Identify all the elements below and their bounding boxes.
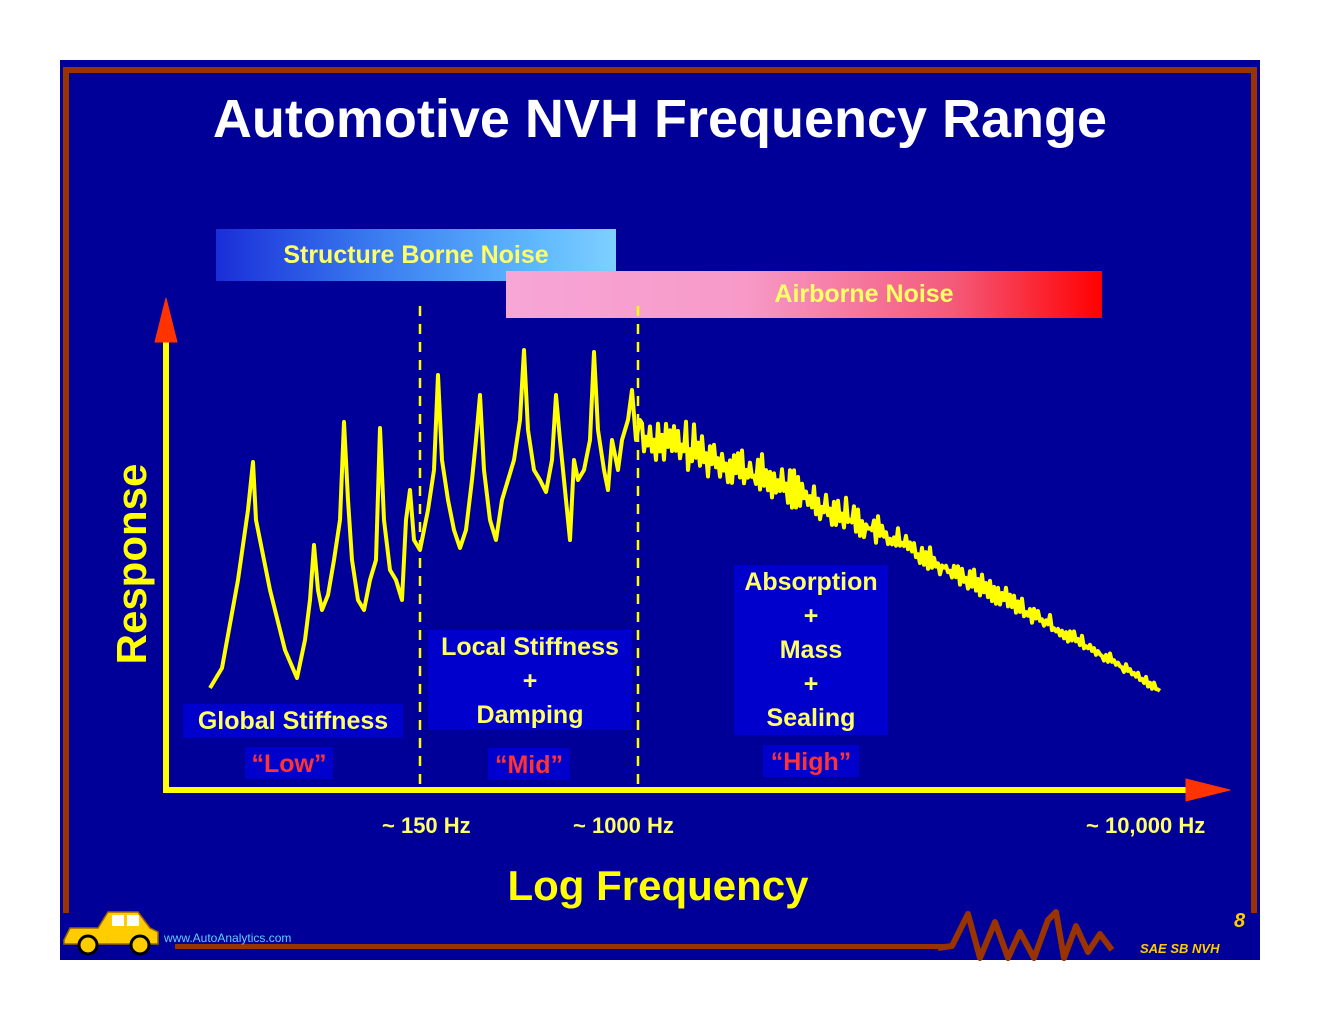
frame-bottom-border (175, 944, 945, 949)
tick-150hz: ~ 150 Hz (382, 813, 471, 838)
damping-label: Damping (476, 701, 584, 729)
low-tag-label: “Low” (251, 750, 327, 778)
slide-title: Automotive NVH Frequency Range (212, 89, 1108, 149)
y-axis-arrowhead (154, 297, 178, 343)
high-tag-label: “High” (770, 748, 852, 776)
mass-label: Mass (779, 636, 843, 664)
sealing-label: Sealing (766, 704, 856, 732)
absorption-label: Absorption (744, 568, 878, 596)
local-stiffness-label: Local Stiffness (441, 633, 619, 661)
airborne-band: Airborne Noise (506, 271, 1102, 318)
global-stiffness-label: Global Stiffness (197, 707, 389, 735)
low-tag: “Low” (245, 747, 333, 779)
x-axis-label: Log Frequency (507, 862, 809, 909)
footer-brand: SAE SB NVH (1140, 941, 1220, 956)
x-axis-arrowhead (1185, 778, 1231, 802)
response-curve (208, 348, 1162, 693)
high-tag: “High” (763, 745, 859, 777)
page-number: 8 (1234, 910, 1246, 932)
structure-borne-label: Structure Borne Noise (283, 241, 549, 269)
tick-1000hz: ~ 1000 Hz (573, 813, 674, 838)
zigzag-logo (937, 909, 1115, 961)
car-logo (63, 911, 159, 956)
mid-tag: “Mid” (488, 748, 570, 780)
website-link[interactable]: www.AutoAnalytics.com (164, 931, 292, 945)
high-freq-box: Absorption + Mass + Sealing (734, 565, 888, 735)
high-plus2-label: + (803, 670, 819, 698)
local-stiffness-box: Local Stiffness + Damping (428, 630, 632, 730)
frame-left-border (63, 67, 69, 913)
airborne-label: Airborne Noise (774, 280, 954, 308)
slide-background (60, 60, 1260, 960)
local-plus-label: + (522, 667, 538, 695)
tick-10000hz: ~ 10,000 Hz (1086, 813, 1206, 838)
global-stiffness-box: Global Stiffness (183, 704, 403, 738)
frame-right-border (1251, 67, 1257, 913)
high-plus1-label: + (803, 602, 819, 630)
y-axis-label: Response (108, 463, 155, 665)
frame-top-border (67, 67, 1253, 73)
mid-tag-label: “Mid” (494, 751, 564, 779)
